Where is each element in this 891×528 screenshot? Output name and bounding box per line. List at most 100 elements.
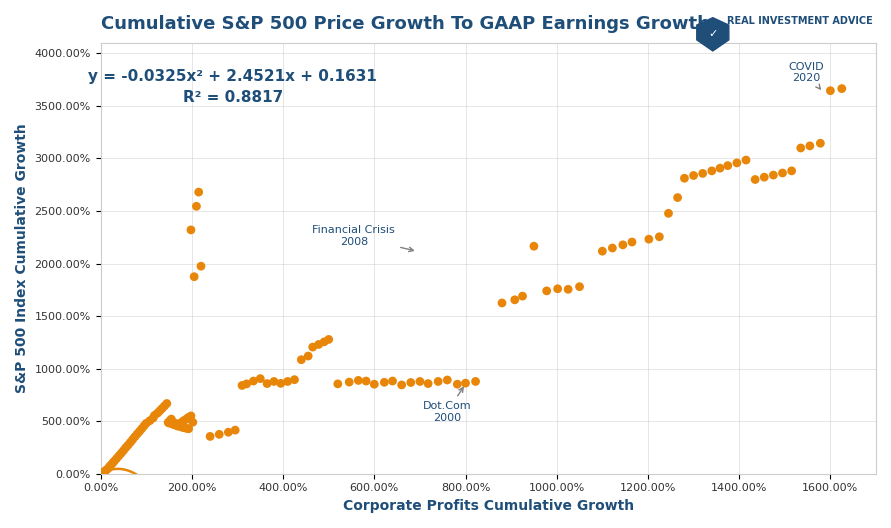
Point — [748, 175, 763, 184]
Point — [561, 285, 576, 294]
Point — [168, 419, 182, 427]
Point — [172, 420, 186, 428]
Point — [281, 377, 295, 385]
Text: ✓: ✓ — [708, 30, 717, 39]
Point — [670, 193, 684, 202]
Point — [127, 432, 142, 441]
Point — [184, 412, 198, 420]
Point — [351, 376, 365, 384]
Point — [686, 171, 700, 180]
Point — [187, 272, 201, 281]
Point — [301, 352, 315, 360]
Point — [159, 399, 174, 408]
Point — [147, 411, 161, 420]
Text: y = -0.0325x² + 2.4521x + 0.1631: y = -0.0325x² + 2.4521x + 0.1631 — [88, 69, 378, 84]
Point — [111, 451, 126, 460]
Point — [540, 287, 554, 295]
Point — [312, 340, 326, 348]
Point — [605, 244, 619, 252]
Point — [803, 142, 817, 150]
Text: REAL INVESTMENT ADVICE: REAL INVESTMENT ADVICE — [727, 16, 873, 26]
Text: Cumulative S&P 500 Price Growth To GAAP Earnings Growth: Cumulative S&P 500 Price Growth To GAAP … — [101, 15, 709, 33]
Point — [105, 459, 119, 467]
Point — [164, 419, 178, 428]
Text: Financial Crisis
2008: Financial Crisis 2008 — [313, 225, 413, 252]
Point — [294, 355, 308, 364]
Point — [253, 374, 267, 383]
Point — [158, 402, 172, 410]
X-axis label: Corporate Profits Cumulative Growth: Corporate Profits Cumulative Growth — [343, 499, 634, 513]
Point — [413, 377, 427, 385]
Text: R² = 0.8817: R² = 0.8817 — [183, 90, 283, 105]
Point — [114, 449, 128, 457]
Point — [367, 380, 381, 389]
Point — [132, 427, 146, 436]
Point — [595, 247, 609, 256]
Point — [163, 417, 177, 425]
Point — [99, 466, 113, 474]
Point — [705, 167, 719, 175]
Point — [288, 375, 302, 384]
Point — [175, 418, 189, 427]
Point — [677, 174, 691, 183]
Point — [169, 421, 184, 430]
Point — [642, 235, 656, 243]
Point — [96, 468, 110, 477]
Point — [179, 424, 193, 432]
Point — [775, 169, 789, 177]
Y-axis label: S&P 500 Index Cumulative Growth: S&P 500 Index Cumulative Growth — [15, 124, 29, 393]
Point — [260, 379, 274, 388]
Point — [515, 292, 529, 300]
Point — [153, 407, 168, 415]
Point — [97, 468, 111, 476]
Point — [212, 430, 226, 439]
Point — [167, 420, 181, 428]
Point — [176, 417, 191, 425]
Point — [139, 419, 153, 428]
Point — [246, 377, 260, 385]
Point — [101, 465, 115, 473]
Point — [661, 209, 675, 218]
Point — [135, 425, 149, 433]
Point — [813, 139, 828, 147]
Point — [835, 84, 849, 93]
Point — [450, 380, 464, 389]
Point — [440, 376, 454, 384]
Point — [130, 430, 144, 438]
Text: Dot.Com
2000: Dot.Com 2000 — [423, 388, 471, 422]
Point — [652, 232, 666, 241]
Point — [616, 241, 630, 249]
Point — [117, 446, 131, 455]
Point — [146, 414, 160, 422]
Text: COVID
2020: COVID 2020 — [789, 61, 824, 89]
Point — [168, 420, 182, 429]
Point — [469, 377, 483, 385]
Point — [123, 438, 137, 447]
Point — [757, 173, 772, 182]
Point — [155, 404, 169, 412]
Point — [317, 337, 331, 346]
Point — [730, 159, 744, 167]
Point — [192, 188, 206, 196]
Point — [98, 467, 112, 475]
Point — [721, 162, 735, 170]
Point — [172, 422, 186, 430]
Point — [739, 156, 753, 164]
Point — [235, 381, 249, 390]
Point — [119, 444, 133, 452]
Point — [185, 418, 200, 427]
Point — [322, 335, 336, 344]
Point — [189, 202, 203, 211]
Point — [143, 417, 157, 425]
Point — [126, 436, 140, 444]
Point — [164, 415, 178, 423]
Point — [404, 378, 418, 386]
Point — [431, 377, 446, 385]
Point — [794, 144, 808, 152]
Point — [181, 413, 195, 422]
Point — [395, 381, 409, 389]
Point — [495, 299, 509, 307]
Point — [359, 377, 373, 385]
Point — [625, 238, 639, 246]
Point — [121, 441, 135, 449]
